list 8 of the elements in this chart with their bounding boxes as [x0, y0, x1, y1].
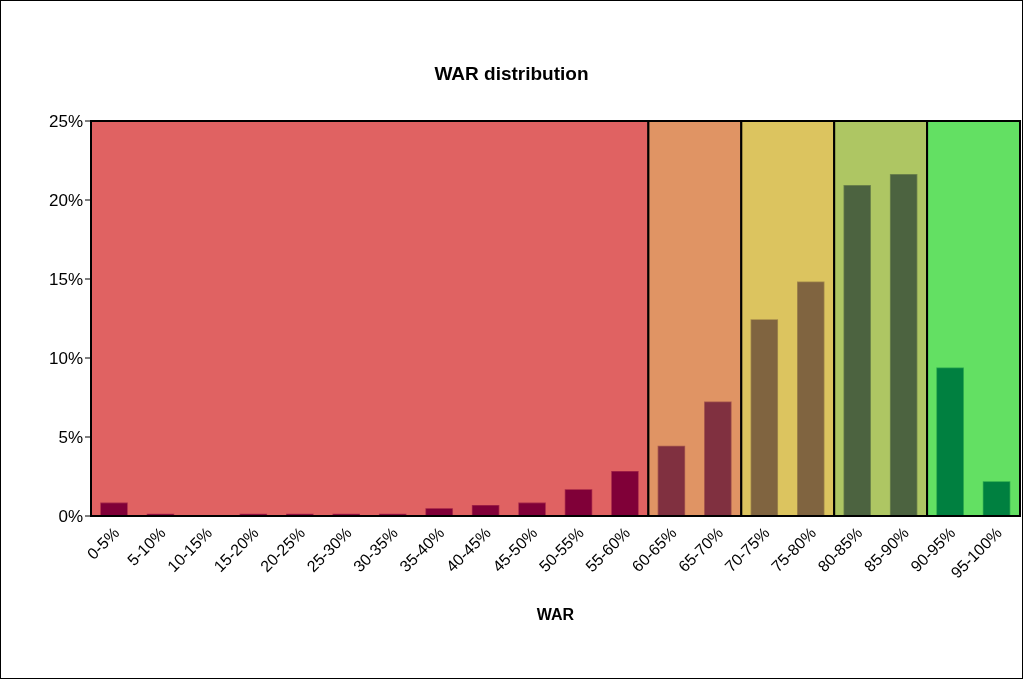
- y-tick-label: 0%: [58, 507, 83, 527]
- y-tick-label: 25%: [48, 112, 83, 132]
- y-tick-label: 5%: [58, 428, 83, 448]
- y-tick-label: 10%: [48, 349, 83, 369]
- y-tick-label: 20%: [48, 191, 83, 211]
- x-axis-title: WAR: [536, 606, 575, 623]
- chart-title: WAR distribution: [433, 63, 590, 85]
- y-tick-label: 15%: [48, 270, 83, 290]
